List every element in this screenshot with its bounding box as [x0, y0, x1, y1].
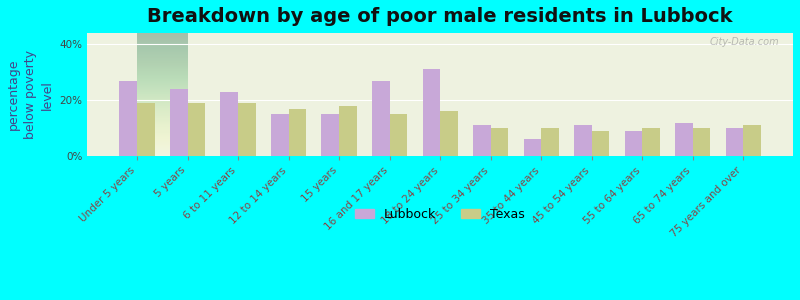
Bar — [221, 92, 238, 156]
Bar — [390, 114, 407, 156]
Bar — [542, 128, 559, 156]
Bar — [322, 114, 339, 156]
Y-axis label: percentage
below poverty
level: percentage below poverty level — [7, 50, 54, 139]
Bar — [574, 125, 592, 156]
Bar — [422, 69, 440, 156]
Bar — [289, 109, 306, 156]
Bar — [490, 128, 509, 156]
Title: Breakdown by age of poor male residents in Lubbock: Breakdown by age of poor male residents … — [147, 7, 733, 26]
Bar — [693, 128, 710, 156]
Bar — [372, 81, 390, 156]
Bar — [339, 106, 357, 156]
Bar — [592, 131, 610, 156]
Bar — [726, 128, 743, 156]
Bar — [238, 103, 256, 156]
Bar — [642, 128, 660, 156]
Bar — [743, 125, 761, 156]
Bar — [625, 131, 642, 156]
Bar — [440, 111, 458, 156]
Text: City-Data.com: City-Data.com — [710, 37, 779, 47]
Bar — [170, 89, 188, 156]
Bar — [119, 81, 137, 156]
Legend: Lubbock, Texas: Lubbock, Texas — [350, 203, 530, 226]
Bar — [188, 103, 206, 156]
Bar — [271, 114, 289, 156]
Bar — [473, 125, 490, 156]
Bar — [523, 139, 542, 156]
Bar — [675, 122, 693, 156]
Bar — [137, 103, 154, 156]
